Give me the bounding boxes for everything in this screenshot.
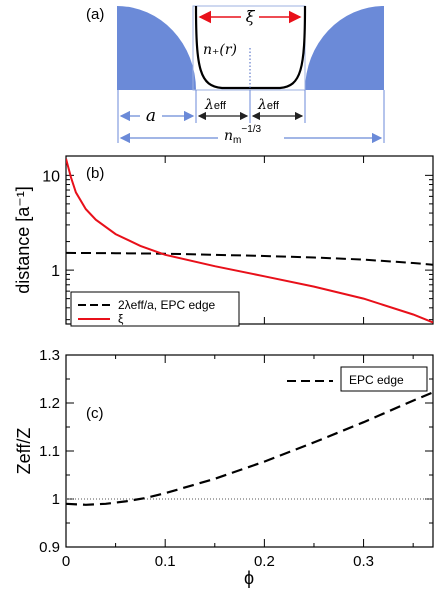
panel-b: (b) 1 10 distance [a⁻¹] 2λeff/a, EPC edge… — [13, 155, 434, 327]
panel-c-label: (c) — [86, 405, 104, 422]
panel-b-legend: 2λeff/a, EPC edge ξ — [70, 291, 240, 327]
left-blue-sphere — [117, 6, 196, 90]
pore-box — [192, 5, 306, 91]
c-xtick-label: 0.1 — [155, 553, 176, 570]
panel-c: (c) 0.9 1 1.1 1.2 1.3 0 0.1 0.2 0.3 Zeff/Z ϕ EPC… — [14, 347, 434, 588]
panel-a-label: (a) — [86, 6, 104, 23]
legend-red-label: ξ — [118, 312, 124, 326]
b-series-xi-line — [66, 158, 433, 324]
panel-c-ticks: 0.9 1 1.1 1.2 1.3 0 0.1 0.2 0.3 — [39, 347, 433, 570]
c-ytick-label: 1.1 — [39, 443, 60, 460]
c-xtick-label: 0.3 — [353, 553, 374, 570]
lambda-right-label: λeff — [257, 97, 280, 113]
legend-dashed-label: 2λeff/a, EPC edge — [118, 298, 216, 312]
c-ytick-label: 1.2 — [39, 395, 60, 412]
c-series-epc-line — [66, 391, 433, 506]
b-ytick-label: 10 — [42, 168, 60, 185]
panel-c-ylabel: Zeff/Z — [14, 428, 34, 475]
xi-label: ξ — [246, 7, 256, 26]
panel-b-lines — [66, 158, 433, 324]
c-ytick-label: 1.3 — [39, 347, 60, 364]
panel-b-label: (b) — [86, 165, 104, 182]
panel-c-xlabel: ϕ — [244, 568, 254, 588]
b-ytick-label: 1 — [51, 263, 60, 280]
c-xtick-label: 0.2 — [254, 553, 275, 570]
panel-a-schematic: ξ (a) n₊(r) a λeff λeff nm−1/3 — [86, 5, 385, 146]
lambda-left-label: λeff — [204, 97, 227, 113]
panel-c-legend-box — [340, 366, 428, 392]
b-series-lambda-line — [66, 251, 433, 266]
c-ytick-label: 0.9 — [39, 539, 60, 556]
c-xtick-label: 0 — [62, 553, 70, 570]
panel-b-ylabel: distance [a⁻¹] — [13, 186, 33, 294]
density-profile — [194, 5, 307, 90]
panel-b-legend-box — [70, 291, 240, 327]
panel-b-ticks: 1 10 — [42, 156, 433, 324]
spacing-label: nm−1/3 — [224, 124, 262, 146]
a-label: a — [146, 106, 156, 126]
c-ytick-label: 1 — [52, 491, 60, 508]
panel-c-lines — [66, 391, 433, 506]
panel-c-legend: EPC edge — [287, 366, 428, 392]
right-blue-sphere — [305, 6, 384, 90]
density-label: n₊(r) — [203, 42, 237, 58]
panel-b-frame — [65, 155, 434, 325]
legend-epc-label: EPC edge — [349, 373, 404, 387]
